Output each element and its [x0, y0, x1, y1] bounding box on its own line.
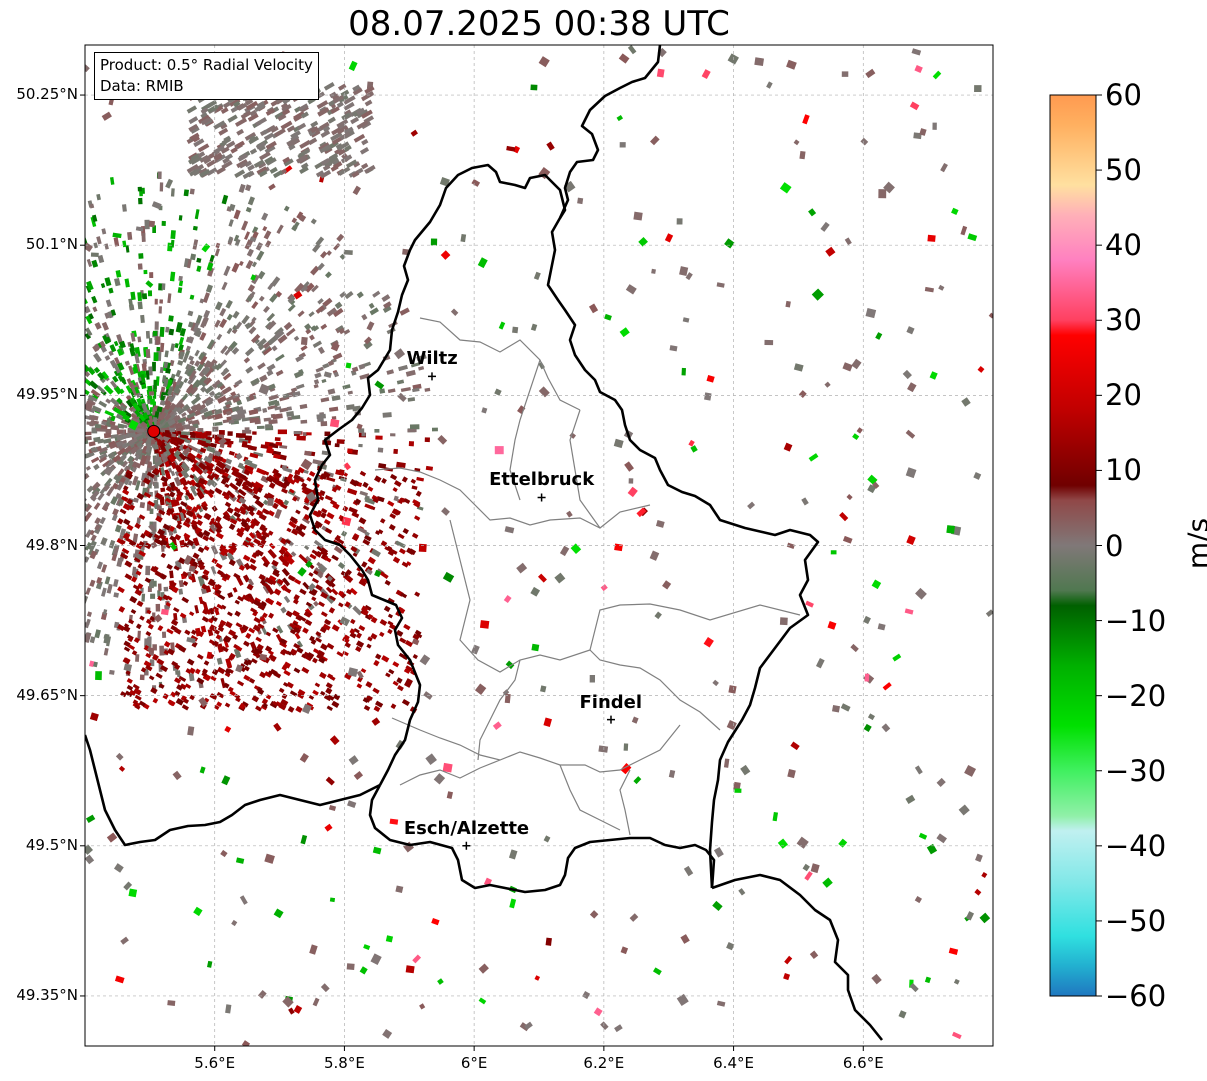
- city-label: Wiltz: [406, 348, 458, 370]
- lat-tick-label: 49.95°N: [16, 385, 78, 404]
- colorbar-tick-label: 20: [1105, 378, 1142, 413]
- canton-borders: [374, 317, 801, 836]
- product-label: Product: 0.5° Radial Velocity: [100, 56, 313, 74]
- city-marker: [537, 493, 546, 502]
- colorbar-tick-label: 10: [1105, 453, 1142, 488]
- colorbar-tick-label: 50: [1105, 153, 1142, 188]
- colorbar-tick-label: 40: [1105, 228, 1142, 263]
- city-marker: [606, 715, 615, 724]
- city-label: Findel: [579, 691, 643, 713]
- city-label: Ettelbruck: [489, 469, 595, 491]
- colorbar-tick-label: −30: [1105, 753, 1167, 788]
- product-info-box: Product: 0.5° Radial Velocity Data: RMIB: [94, 52, 319, 100]
- gridlines: [85, 45, 993, 1046]
- lon-tick-label: 6.2°E: [583, 1054, 625, 1072]
- lon-tick-marks: [214, 1046, 864, 1051]
- lon-tick-label: 6.4°E: [713, 1054, 754, 1072]
- colorbar-tick-label: −50: [1105, 903, 1167, 938]
- colorbar-tick-label: −60: [1105, 979, 1167, 1013]
- lat-tick-label: 49.5°N: [25, 835, 78, 854]
- data-source-label: Data: RMIB: [100, 77, 184, 95]
- lat-tick-marks: [80, 94, 85, 997]
- lon-tick-label: 5.6°E: [194, 1054, 236, 1072]
- colorbar: [1049, 94, 1102, 997]
- colorbar-tick-label: 30: [1105, 303, 1142, 338]
- lon-tick-label: 6°E: [460, 1054, 488, 1072]
- country-borders: [85, 45, 884, 1041]
- radar-site-marker: [147, 424, 161, 438]
- lat-tick-label: 49.35°N: [16, 985, 78, 1004]
- lon-tick-label: 6.6°E: [842, 1054, 884, 1072]
- lat-tick-label: 50.25°N: [16, 85, 78, 104]
- colorbar-tick-label: −10: [1105, 603, 1167, 638]
- colorbar-gradient: [1049, 94, 1097, 997]
- lon-tick-label: 5.8°E: [324, 1054, 365, 1072]
- lat-tick-label: 49.8°N: [25, 535, 78, 554]
- lat-tick-label: 49.65°N: [16, 685, 78, 704]
- colorbar-tick-label: −40: [1105, 828, 1167, 863]
- city-markers: [427, 372, 615, 850]
- city-marker: [427, 372, 436, 381]
- map-title: 08.07.2025 00:38 UTC: [348, 4, 730, 44]
- colorbar-tick-label: 60: [1105, 78, 1142, 112]
- city-marker: [462, 841, 471, 850]
- radar-echoes: [85, 45, 993, 1046]
- colorbar-unit: m/s: [1181, 517, 1207, 570]
- colorbar-tick-label: −20: [1105, 678, 1167, 713]
- city-label: Esch/Alzette: [403, 817, 530, 839]
- lat-tick-label: 50.1°N: [25, 235, 78, 254]
- colorbar-tick-label: 0: [1105, 528, 1124, 563]
